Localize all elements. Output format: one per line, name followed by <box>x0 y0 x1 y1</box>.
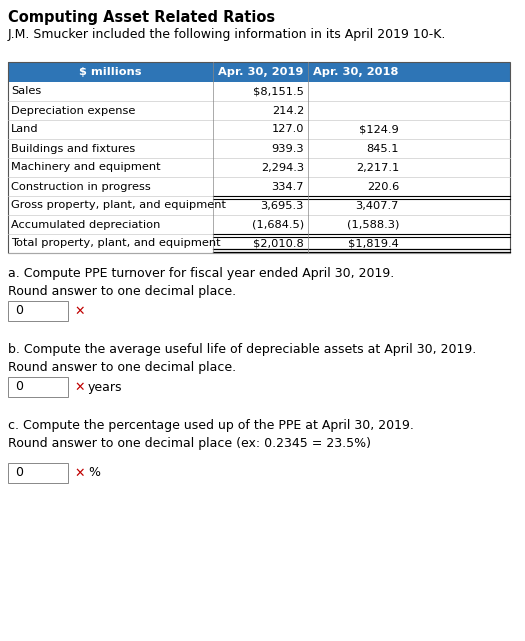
Text: $ millions: $ millions <box>79 67 142 77</box>
Bar <box>8 62 510 253</box>
Text: $124.9: $124.9 <box>359 124 399 135</box>
Bar <box>8 62 510 82</box>
Text: b. Compute the average useful life of depreciable assets at April 30, 2019.
Roun: b. Compute the average useful life of de… <box>8 343 476 374</box>
Text: %: % <box>88 467 100 479</box>
Text: Total property, plant, and equipment: Total property, plant, and equipment <box>11 238 220 249</box>
Text: Depreciation expense: Depreciation expense <box>11 106 135 115</box>
Text: 0: 0 <box>15 304 23 317</box>
Bar <box>8 301 68 321</box>
Text: J.M. Smucker included the following information in its April 2019 10-K.: J.M. Smucker included the following info… <box>8 28 446 41</box>
Text: 220.6: 220.6 <box>367 181 399 192</box>
Text: ✕: ✕ <box>74 381 85 394</box>
Text: 2,294.3: 2,294.3 <box>261 163 304 172</box>
Text: 2,217.1: 2,217.1 <box>356 163 399 172</box>
Text: Apr. 30, 2018: Apr. 30, 2018 <box>313 67 398 77</box>
Text: 214.2: 214.2 <box>272 106 304 115</box>
Bar <box>8 177 510 196</box>
Text: 845.1: 845.1 <box>366 144 399 153</box>
Bar <box>8 463 68 483</box>
Text: 939.3: 939.3 <box>271 144 304 153</box>
Text: 334.7: 334.7 <box>271 181 304 192</box>
Bar <box>8 82 510 101</box>
Text: $2,010.8: $2,010.8 <box>253 238 304 249</box>
Text: Apr. 30, 2019: Apr. 30, 2019 <box>218 67 303 77</box>
Text: Sales: Sales <box>11 87 41 97</box>
Bar <box>8 139 510 158</box>
Bar <box>8 377 68 397</box>
Text: (1,684.5): (1,684.5) <box>252 219 304 229</box>
Text: Land: Land <box>11 124 39 135</box>
Bar <box>8 101 510 120</box>
Text: ✕: ✕ <box>74 467 85 479</box>
Text: 3,695.3: 3,695.3 <box>260 201 304 210</box>
Text: $1,819.4: $1,819.4 <box>348 238 399 249</box>
Bar <box>8 120 510 139</box>
Text: c. Compute the percentage used up of the PPE at April 30, 2019.
Round answer to : c. Compute the percentage used up of the… <box>8 419 414 450</box>
Text: Machinery and equipment: Machinery and equipment <box>11 163 161 172</box>
Text: years: years <box>88 381 122 394</box>
Text: Buildings and fixtures: Buildings and fixtures <box>11 144 135 153</box>
Bar <box>8 234 510 253</box>
Text: Accumulated depreciation: Accumulated depreciation <box>11 219 160 229</box>
Text: Gross property, plant, and equipment: Gross property, plant, and equipment <box>11 201 226 210</box>
Text: (1,588.3): (1,588.3) <box>346 219 399 229</box>
Text: 127.0: 127.0 <box>271 124 304 135</box>
Bar <box>8 196 510 215</box>
Text: a. Compute PPE turnover for fiscal year ended April 30, 2019.
Round answer to on: a. Compute PPE turnover for fiscal year … <box>8 267 394 298</box>
Text: ✕: ✕ <box>74 304 85 317</box>
Text: 0: 0 <box>15 467 23 479</box>
Text: 0: 0 <box>15 381 23 394</box>
Bar <box>8 158 510 177</box>
Text: 3,407.7: 3,407.7 <box>355 201 399 210</box>
Text: Construction in progress: Construction in progress <box>11 181 151 192</box>
Bar <box>8 215 510 234</box>
Text: Computing Asset Related Ratios: Computing Asset Related Ratios <box>8 10 275 25</box>
Text: $8,151.5: $8,151.5 <box>253 87 304 97</box>
